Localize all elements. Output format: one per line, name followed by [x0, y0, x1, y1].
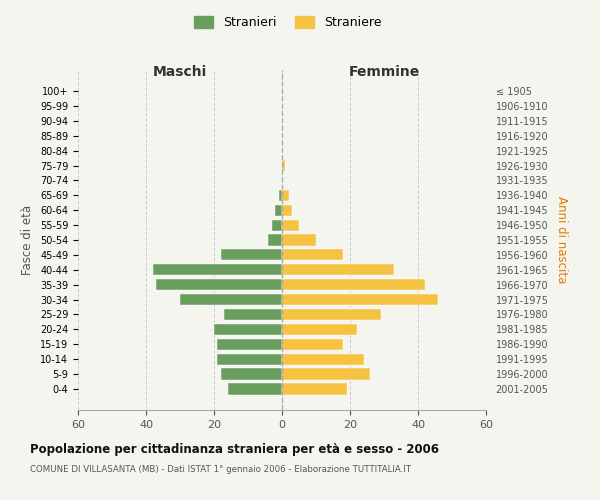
Bar — [224, 309, 282, 320]
Bar — [217, 354, 282, 365]
Bar — [282, 384, 347, 394]
Bar — [221, 250, 282, 260]
Bar — [282, 160, 286, 171]
Text: Maschi: Maschi — [153, 65, 207, 79]
Bar — [221, 368, 282, 380]
Text: Femmine: Femmine — [349, 65, 419, 79]
Bar — [282, 279, 425, 290]
Bar — [282, 354, 364, 365]
Bar — [282, 234, 316, 246]
Y-axis label: Anni di nascita: Anni di nascita — [555, 196, 568, 284]
Bar — [278, 190, 282, 201]
Bar — [156, 279, 282, 290]
Bar — [282, 309, 380, 320]
Bar — [282, 368, 370, 380]
Text: COMUNE DI VILLASANTA (MB) - Dati ISTAT 1° gennaio 2006 - Elaborazione TUTTITALIA: COMUNE DI VILLASANTA (MB) - Dati ISTAT 1… — [30, 465, 411, 474]
Bar — [282, 220, 299, 230]
Bar — [180, 294, 282, 305]
Bar — [268, 234, 282, 246]
Bar — [282, 264, 394, 276]
Bar — [227, 384, 282, 394]
Bar — [217, 338, 282, 350]
Bar — [282, 338, 343, 350]
Bar — [282, 250, 343, 260]
Bar — [282, 204, 292, 216]
Bar — [214, 324, 282, 335]
Bar — [282, 294, 439, 305]
Legend: Stranieri, Straniere: Stranieri, Straniere — [190, 11, 386, 34]
Text: Popolazione per cittadinanza straniera per età e sesso - 2006: Popolazione per cittadinanza straniera p… — [30, 442, 439, 456]
Bar — [153, 264, 282, 276]
Bar — [282, 324, 357, 335]
Y-axis label: Fasce di età: Fasce di età — [22, 205, 34, 275]
Bar — [275, 204, 282, 216]
Bar — [272, 220, 282, 230]
Bar — [282, 190, 289, 201]
